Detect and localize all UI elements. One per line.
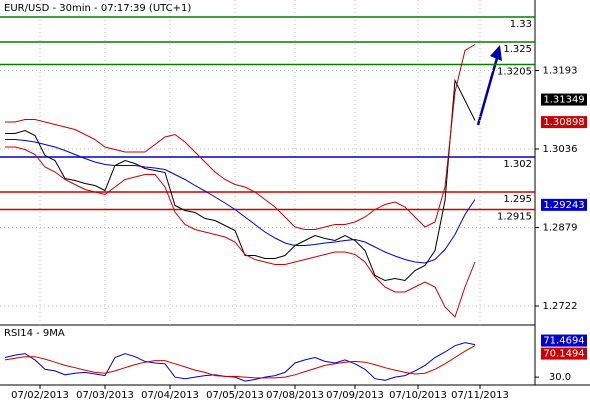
- x-tick-label: 07/11/2013: [451, 390, 509, 400]
- annotation-arrow: [476, 57, 499, 126]
- x-tick-label: 07/04/2013: [141, 390, 199, 400]
- chart-title: EUR/USD - 30min - 07:17:39 (UTC+1): [4, 3, 191, 14]
- y-tick-label: 1.2722: [543, 301, 578, 312]
- x-tick-label: 07/10/2013: [389, 390, 447, 400]
- value-tag: [541, 334, 587, 347]
- series-line: [5, 44, 476, 230]
- y-tick-label: 1.3036: [543, 144, 578, 155]
- value-tag: [541, 347, 587, 360]
- series-line: [5, 78, 476, 282]
- x-tick-label: 07/08/2013: [266, 390, 324, 400]
- price-tag: [541, 198, 587, 211]
- annotation-arrowhead: [490, 45, 502, 61]
- price-tag: [541, 116, 587, 129]
- series-line: [4, 342, 476, 382]
- level-label: 1.302: [503, 159, 532, 170]
- level-label: 1.295: [503, 194, 532, 205]
- value-tag-label: 71.4694: [543, 336, 584, 347]
- x-tick-label: 07/09/2013: [326, 390, 384, 400]
- series-line: [5, 139, 476, 264]
- y-tick-label: 1.3193: [543, 66, 578, 77]
- level-label: 1.3205: [497, 67, 532, 78]
- y-tick-label: 30.0: [549, 372, 571, 383]
- series-line: [5, 146, 476, 318]
- level-label: 1.33: [510, 19, 532, 30]
- panel-title: RSI14 - 9MA: [4, 328, 65, 339]
- y-tick-label: 1.2879: [543, 223, 578, 234]
- value-tag-label: 70.1494: [543, 349, 584, 360]
- x-tick-label: 07/05/2013: [206, 390, 264, 400]
- x-tick-label: 07/03/2013: [76, 390, 134, 400]
- series-line: [4, 345, 476, 379]
- level-label: 1.2915: [497, 212, 532, 223]
- level-label: 1.325: [503, 44, 532, 55]
- price-tag-label: 1.31349: [543, 95, 584, 106]
- price-tag: [541, 93, 587, 106]
- price-tag-label: 1.30898: [543, 117, 584, 128]
- price-tag-label: 1.29243: [543, 200, 584, 211]
- x-tick-label: 07/02/2013: [11, 390, 69, 400]
